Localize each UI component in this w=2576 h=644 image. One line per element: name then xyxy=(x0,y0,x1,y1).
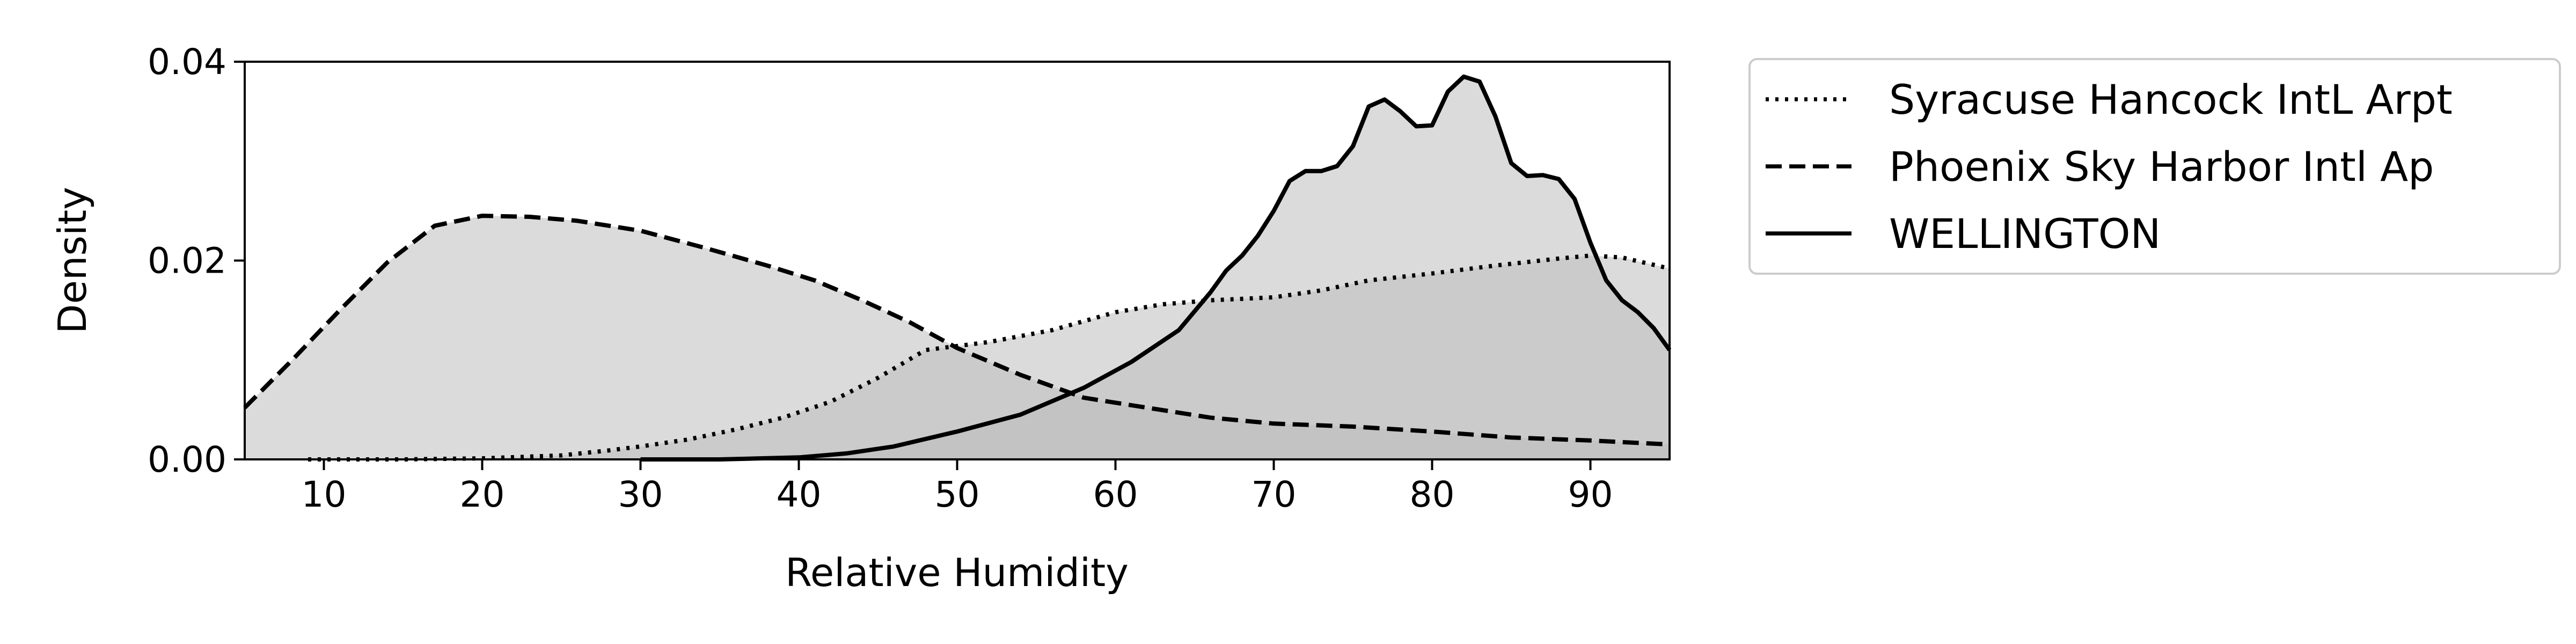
legend-frame xyxy=(1748,58,2561,275)
density-lines xyxy=(243,74,1672,462)
density-fills xyxy=(245,76,1670,460)
y-axis: 0.00 0.02 0.04 xyxy=(148,41,245,480)
density-fill-wellington xyxy=(640,76,1670,460)
x-tick-label: 10 xyxy=(302,474,347,515)
y-tick-label: 0.02 xyxy=(148,240,226,282)
legend: Syracuse Hancock IntL Arpt Phoenix Sky H… xyxy=(1748,58,2561,275)
x-axis: 10 20 30 40 50 60 70 80 90 xyxy=(302,459,1613,515)
density-line-phoenix-sky-harbor-intl-ap xyxy=(243,214,1670,447)
x-tick-label: 60 xyxy=(1093,474,1138,515)
legend-label-syracuse: Syracuse Hancock IntL Arpt xyxy=(1889,76,2453,123)
x-tick-label: 90 xyxy=(1568,474,1613,515)
density-line-wellington xyxy=(640,74,1672,462)
x-tick-label: 30 xyxy=(618,474,663,515)
x-tick-label: 50 xyxy=(935,474,980,515)
x-tick-label: 40 xyxy=(777,474,822,515)
y-tick-label: 0.04 xyxy=(148,41,226,83)
legend-label-phoenix: Phoenix Sky Harbor Intl Ap xyxy=(1889,143,2434,191)
y-tick-label: 0.00 xyxy=(148,439,226,480)
legend-label-wellington: WELLINGTON xyxy=(1889,210,2161,258)
x-axis-label: Relative Humidity xyxy=(785,550,1129,595)
x-tick-label: 80 xyxy=(1410,474,1455,515)
density-fill-phoenix-sky-harbor-intl-ap xyxy=(245,216,1670,459)
y-axis-label: Density xyxy=(50,187,95,334)
x-tick-label: 70 xyxy=(1252,474,1297,515)
x-tick-label: 20 xyxy=(460,474,505,515)
